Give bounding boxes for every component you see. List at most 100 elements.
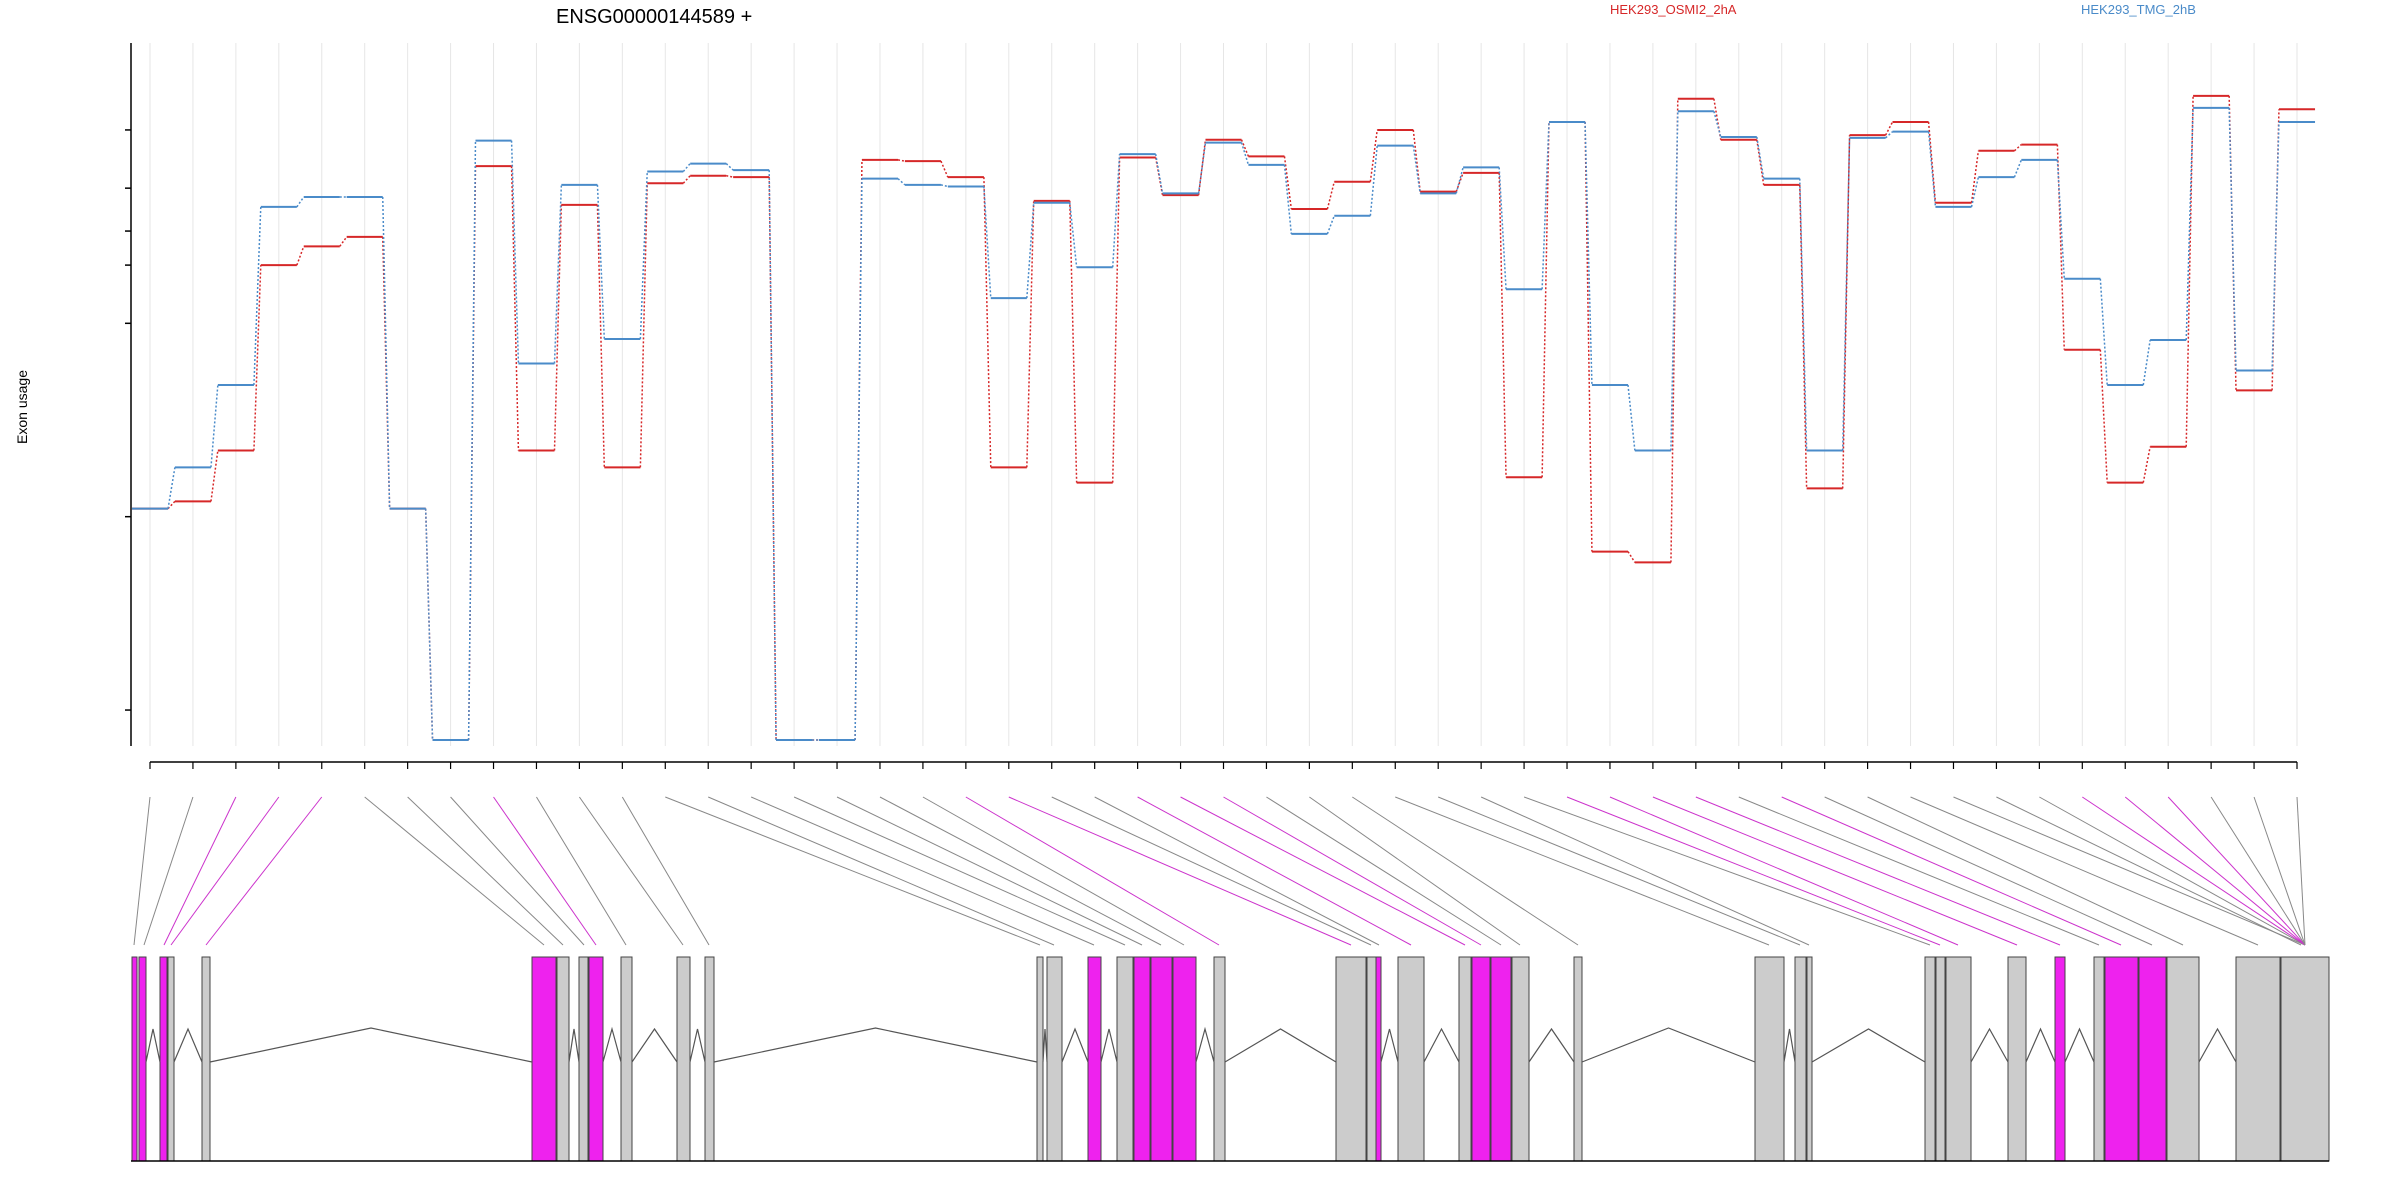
usage-connector xyxy=(339,236,348,247)
usage-connector xyxy=(1885,131,1894,139)
exon-block xyxy=(1924,956,1936,1162)
intron-line xyxy=(1195,1026,1215,1063)
usage-connector xyxy=(854,178,863,741)
usage-connector xyxy=(553,184,563,364)
exon-block xyxy=(531,956,557,1162)
intron-line xyxy=(1581,1027,1756,1063)
exon-connector xyxy=(163,796,237,946)
exon-connector xyxy=(578,796,684,946)
usage-connector xyxy=(1841,137,1851,451)
y-axis-label: Exon usage xyxy=(14,370,30,444)
exon-connector xyxy=(836,796,1143,946)
exon-block xyxy=(1794,956,1807,1162)
usage-connector xyxy=(296,246,305,266)
exon-connector xyxy=(793,796,1126,946)
exon-connector xyxy=(143,796,194,946)
exon-connector xyxy=(1137,796,1412,946)
usage-connector xyxy=(167,500,176,510)
usage-connector xyxy=(1970,150,1980,203)
legend-series-tmg: HEK293_TMG_2hB xyxy=(2081,2,2196,17)
usage-connector xyxy=(2271,121,2280,371)
exon-connector xyxy=(1438,796,1801,946)
exon-block xyxy=(1335,956,1367,1162)
usage-connector xyxy=(1283,156,1293,210)
usage-connector xyxy=(553,204,563,451)
intron-line xyxy=(1042,1028,1048,1063)
exon-connector xyxy=(879,796,1162,946)
exon-block xyxy=(1172,956,1197,1162)
exon-block xyxy=(2007,956,2027,1162)
exon-connector xyxy=(1652,796,2018,946)
usage-connector xyxy=(1756,136,1765,179)
exon-block xyxy=(1375,956,1382,1162)
exon-block xyxy=(676,956,691,1162)
usage-connector xyxy=(2099,278,2108,385)
exon-connector xyxy=(493,796,597,946)
intron-line xyxy=(1783,1028,1796,1063)
exon-connector xyxy=(2253,796,2306,946)
exon-block xyxy=(1116,956,1134,1162)
intron-line xyxy=(1811,1028,1926,1063)
exon-connector xyxy=(2039,796,2306,946)
exon-connector xyxy=(133,796,151,946)
usage-connector xyxy=(1369,129,1378,182)
usage-connector xyxy=(296,196,305,208)
exon-block xyxy=(578,956,589,1162)
exon-block xyxy=(2166,956,2200,1162)
usage-connector xyxy=(253,206,262,385)
usage-connector xyxy=(2185,107,2194,341)
exon-connector xyxy=(1695,796,2061,946)
intron-line xyxy=(2064,1027,2095,1063)
exon-block xyxy=(2235,956,2281,1162)
exon-connector xyxy=(1480,796,1810,946)
usage-connector xyxy=(682,163,691,172)
usage-connector xyxy=(467,166,477,741)
intron-line xyxy=(602,1026,622,1063)
usage-connector xyxy=(167,467,176,509)
exon-connector xyxy=(1309,796,1521,946)
usage-connector xyxy=(1111,154,1121,268)
usage-connector xyxy=(596,184,606,339)
exon-block xyxy=(556,956,570,1162)
exon-connector xyxy=(2296,796,2306,946)
exon-connector xyxy=(665,796,1041,946)
usage-connector xyxy=(1197,142,1207,194)
exon-connector xyxy=(1395,796,1770,946)
intron-line xyxy=(568,1028,580,1063)
usage-connector xyxy=(1927,131,1937,207)
usage-connector xyxy=(2099,349,2108,483)
usage-connector xyxy=(1240,142,1250,166)
usage-connector xyxy=(253,265,262,451)
intron-line xyxy=(209,1027,533,1063)
intron-line xyxy=(1423,1027,1460,1063)
usage-connector xyxy=(2228,107,2237,371)
exon-connector xyxy=(1566,796,1941,946)
usage-connector xyxy=(1799,178,1808,451)
intron-line xyxy=(1528,1027,1575,1063)
legend-series-osmi2: HEK293_OSMI2_2hA xyxy=(1610,2,1737,17)
usage-connector xyxy=(1026,200,1035,468)
usage-connector xyxy=(1584,121,1593,385)
exon-block xyxy=(1150,956,1173,1162)
usage-connector xyxy=(2056,144,2066,350)
intron-line xyxy=(1224,1028,1337,1063)
exon-connector xyxy=(407,796,564,946)
exon-block xyxy=(1046,956,1063,1162)
exon-connector xyxy=(364,796,545,946)
intron-line xyxy=(173,1027,203,1063)
exon-connectors xyxy=(133,796,2306,946)
exon-block xyxy=(1213,956,1226,1162)
exon-block xyxy=(620,956,633,1162)
exon-block xyxy=(159,956,168,1162)
usage-connector xyxy=(1498,172,1507,478)
exon-connector xyxy=(1609,796,1959,946)
exon-block xyxy=(1087,956,1102,1162)
exon-connector xyxy=(1180,796,1466,946)
exon-block xyxy=(1754,956,1785,1162)
exon-block xyxy=(201,956,211,1162)
exon-block xyxy=(1366,956,1377,1162)
exon-connector xyxy=(621,796,710,946)
intron-line xyxy=(1970,1027,2009,1063)
exon-connector xyxy=(2210,796,2306,946)
